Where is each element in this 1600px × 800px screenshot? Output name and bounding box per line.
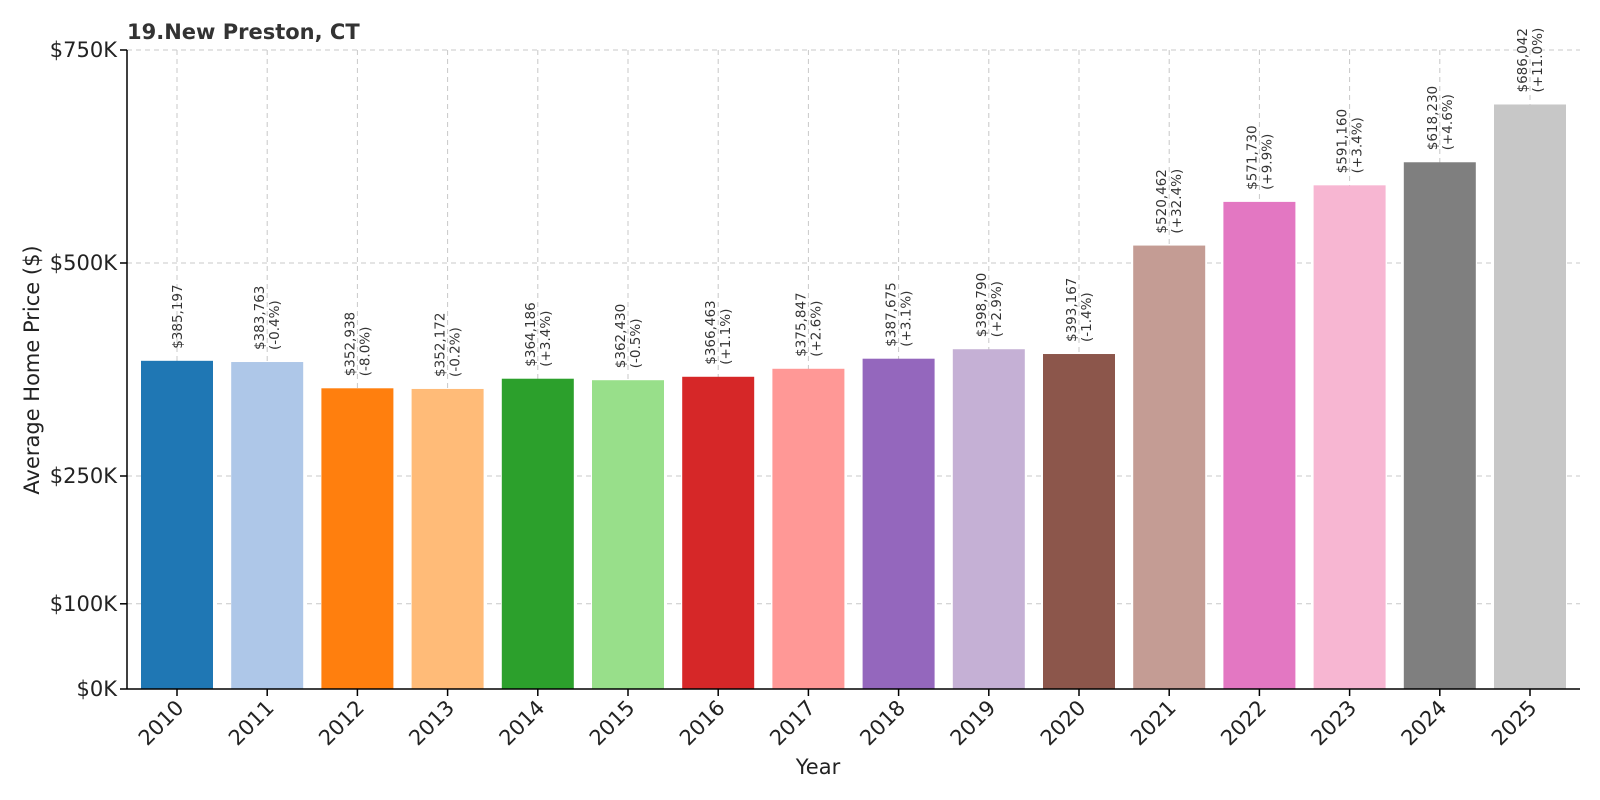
x-tick-label: 2020 xyxy=(1036,696,1091,751)
change-label: (-0.4%) xyxy=(267,300,283,350)
value-label: $375,847 xyxy=(793,292,809,356)
value-label: $520,462 xyxy=(1154,169,1170,233)
change-label: (+1.1%) xyxy=(718,309,734,365)
bar-2019 xyxy=(952,349,1025,689)
x-tick-label: 2010 xyxy=(134,696,189,751)
x-tick-label: 2011 xyxy=(224,696,279,751)
change-label: (+4.6%) xyxy=(1440,94,1456,150)
x-tick-label: 2024 xyxy=(1397,696,1452,751)
value-label: $364,186 xyxy=(523,302,539,366)
x-tick-label: 2017 xyxy=(765,696,820,751)
x-tick-label: 2012 xyxy=(314,696,369,751)
x-tick-label: 2022 xyxy=(1216,696,1271,751)
bar-label-2025: $686,042 (+11.0%) xyxy=(1515,28,1546,93)
change-label: (+2.6%) xyxy=(808,301,824,357)
value-label: $393,167 xyxy=(1064,278,1080,342)
x-tick-label: 2025 xyxy=(1487,696,1542,751)
change-label: (+3.4%) xyxy=(538,311,554,367)
value-label: $618,230 xyxy=(1425,86,1441,150)
x-tick-label: 2021 xyxy=(1126,696,1181,751)
bar-labels: $385,197 $383,763 (-0.4%) $352,938 (-8.0%) $3… xyxy=(170,28,1546,377)
bar-label-2010: $385,197 xyxy=(170,284,186,348)
change-label: (-8.0%) xyxy=(357,327,373,377)
value-label: $686,042 xyxy=(1515,28,1531,92)
bar-2017 xyxy=(772,368,845,689)
change-label: (+9.9%) xyxy=(1259,134,1275,190)
bar-label-2012: $352,938 (-8.0%) xyxy=(342,312,373,376)
bar-label-2020: $393,167 (-1.4%) xyxy=(1064,278,1095,342)
bar-2013 xyxy=(411,388,484,689)
chart-title: 19.New Preston, CT xyxy=(127,20,360,44)
x-tick-label: 2019 xyxy=(946,696,1001,751)
value-label: $362,430 xyxy=(613,304,629,368)
x-tick-label: 2013 xyxy=(404,696,459,751)
y-tick-label: $750K xyxy=(50,38,118,62)
bars xyxy=(141,104,1566,690)
bar-2023 xyxy=(1313,185,1386,690)
bar-2025 xyxy=(1494,104,1566,690)
bar-label-2017: $375,847 (+2.6%) xyxy=(793,292,824,356)
bar-label-2015: $362,430 (-0.5%) xyxy=(613,304,644,368)
y-axis-ticks: $0K $100K $250K $500K $750K xyxy=(50,38,127,701)
bar-2012 xyxy=(321,388,394,689)
change-label: (-1.4%) xyxy=(1079,292,1095,342)
x-tick-label: 2018 xyxy=(855,696,910,751)
value-label: $385,197 xyxy=(170,284,186,348)
value-label: $366,463 xyxy=(703,300,719,364)
bar-2018 xyxy=(862,358,935,689)
bar-2016 xyxy=(682,376,755,689)
bar-2024 xyxy=(1403,162,1476,689)
change-label: (+2.9%) xyxy=(989,281,1005,337)
value-label: $387,675 xyxy=(884,282,900,346)
change-label: (+32.4%) xyxy=(1169,169,1185,234)
bar-2015 xyxy=(592,380,664,689)
y-tick-label: $500K xyxy=(50,251,118,275)
bar-2021 xyxy=(1133,245,1206,689)
value-label: $398,790 xyxy=(974,273,990,337)
bar-label-2013: $352,172 (-0.2%) xyxy=(433,313,464,377)
x-tick-label: 2023 xyxy=(1306,696,1361,751)
y-tick-label: $0K xyxy=(77,677,119,701)
bar-2022 xyxy=(1223,201,1296,689)
bar-label-2023: $591,160 (+3.4%) xyxy=(1335,109,1366,173)
value-label: $383,763 xyxy=(252,286,268,350)
x-tick-label: 2016 xyxy=(675,696,730,751)
value-label: $352,172 xyxy=(433,313,449,377)
change-label: (-0.5%) xyxy=(628,319,644,369)
bar-label-2011: $383,763 (-0.4%) xyxy=(252,286,283,350)
value-label: $352,938 xyxy=(342,312,358,376)
change-label: (+3.1%) xyxy=(899,291,915,347)
value-label: $591,160 xyxy=(1335,109,1351,173)
x-tick-label: 2015 xyxy=(585,696,640,751)
bar-2010 xyxy=(141,360,213,689)
bar-label-2024: $618,230 (+4.6%) xyxy=(1425,86,1456,150)
bar-label-2021: $520,462 (+32.4%) xyxy=(1154,169,1185,234)
bar-2011 xyxy=(231,362,304,689)
y-tick-label: $100K xyxy=(50,592,118,616)
bar-2020 xyxy=(1043,354,1115,689)
y-tick-label: $250K xyxy=(50,464,118,488)
bar-label-2019: $398,790 (+2.9%) xyxy=(974,273,1005,337)
bar-label-2018: $387,675 (+3.1%) xyxy=(884,282,915,346)
bar-2014 xyxy=(501,378,574,689)
value-label: $571,730 xyxy=(1244,125,1260,189)
x-axis-ticks: 2010 2011 2012 2013 2014 2015 2016 2017 2018 2019… xyxy=(134,689,1542,750)
change-label: (-0.2%) xyxy=(448,327,464,377)
x-axis-label: Year xyxy=(795,755,841,779)
change-label: (+3.4%) xyxy=(1350,117,1366,173)
change-label: (+11.0%) xyxy=(1530,28,1546,93)
bar-label-2022: $571,730 (+9.9%) xyxy=(1244,125,1275,189)
y-axis-label: Average Home Price ($) xyxy=(20,245,44,494)
x-tick-label: 2014 xyxy=(495,696,550,751)
bar-label-2016: $366,463 (+1.1%) xyxy=(703,300,734,364)
bar-label-2014: $364,186 (+3.4%) xyxy=(523,302,554,366)
